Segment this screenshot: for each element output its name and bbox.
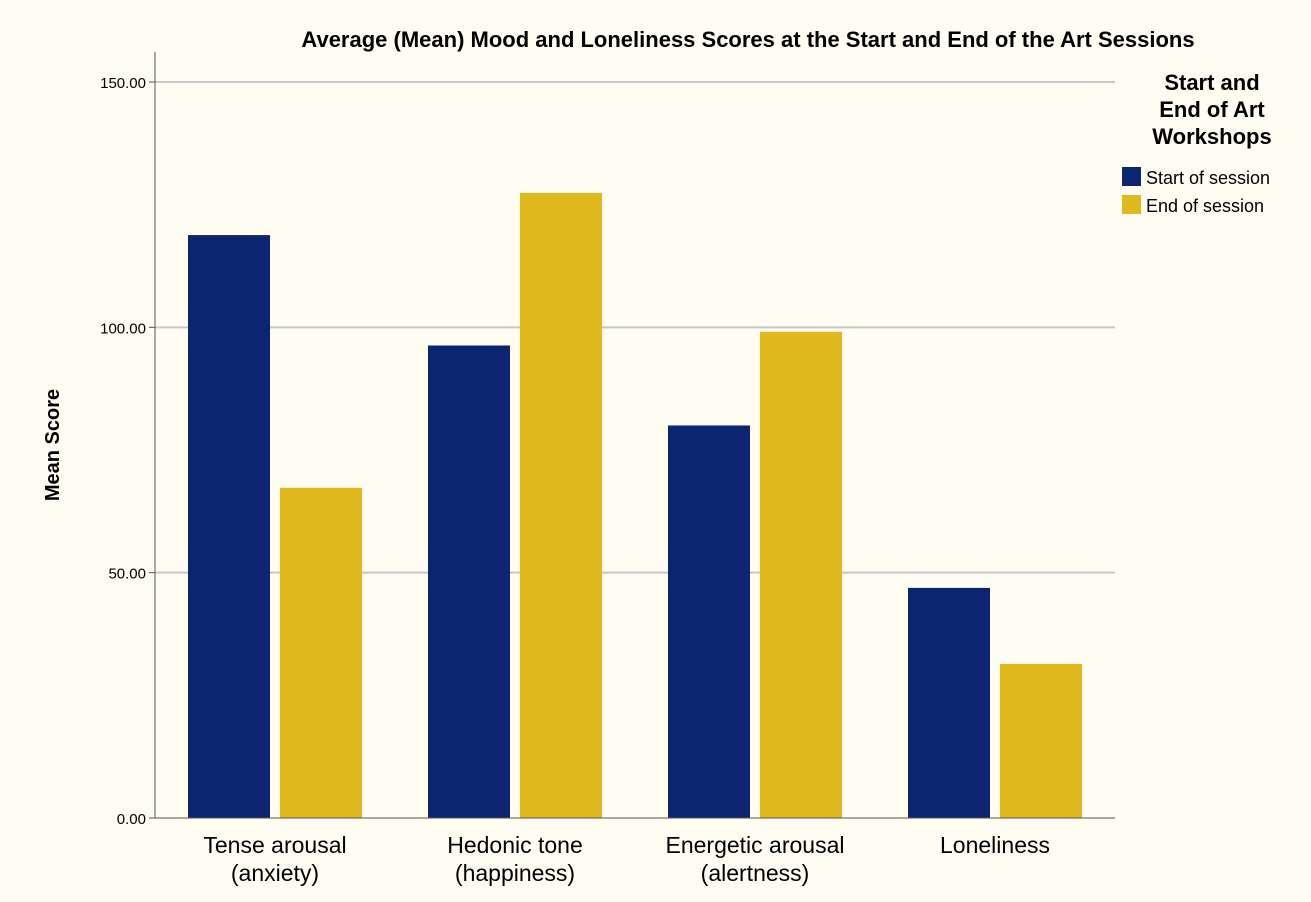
bar-end <box>280 487 362 818</box>
bar-start <box>188 235 270 818</box>
axes <box>154 52 1115 819</box>
legend-title: End of Art <box>1159 97 1265 122</box>
bar-start <box>908 587 990 818</box>
legend-swatch <box>1122 167 1141 186</box>
x-ticks: Tense arousal(anxiety) Hedonic tone(happi… <box>203 832 1050 886</box>
legend-label: Start of session <box>1146 168 1270 188</box>
bar-start <box>428 345 510 818</box>
x-tick-label: Loneliness <box>940 832 1050 858</box>
y-ticks: 0.00 50.00 100.00 150.00 <box>100 75 155 828</box>
bars <box>188 192 1082 818</box>
chart-title: Average (Mean) Mood and Loneliness Score… <box>301 27 1194 52</box>
legend-label: End of session <box>1146 196 1264 216</box>
legend-title: Workshops <box>1152 124 1271 149</box>
bar-end <box>1000 663 1082 818</box>
bar-start <box>668 425 750 818</box>
y-tick-label: 100.00 <box>100 320 146 337</box>
x-tick-label: (alertness) <box>701 860 810 886</box>
legend-swatch <box>1122 195 1141 214</box>
x-tick-label: Hedonic tone <box>447 832 583 858</box>
y-tick-label: 50.00 <box>108 566 146 583</box>
y-axis-label: Mean Score <box>42 389 64 501</box>
bar-end <box>520 192 602 818</box>
y-tick-label: 150.00 <box>100 75 146 92</box>
x-tick-label: Energetic arousal <box>666 832 845 858</box>
bar-end <box>760 331 842 818</box>
x-tick-label: (anxiety) <box>231 860 319 886</box>
legend-title: Start and <box>1164 70 1259 95</box>
x-tick-label: Tense arousal <box>203 832 346 858</box>
x-tick-label: (happiness) <box>455 860 575 886</box>
y-tick-label: 0.00 <box>117 811 146 828</box>
